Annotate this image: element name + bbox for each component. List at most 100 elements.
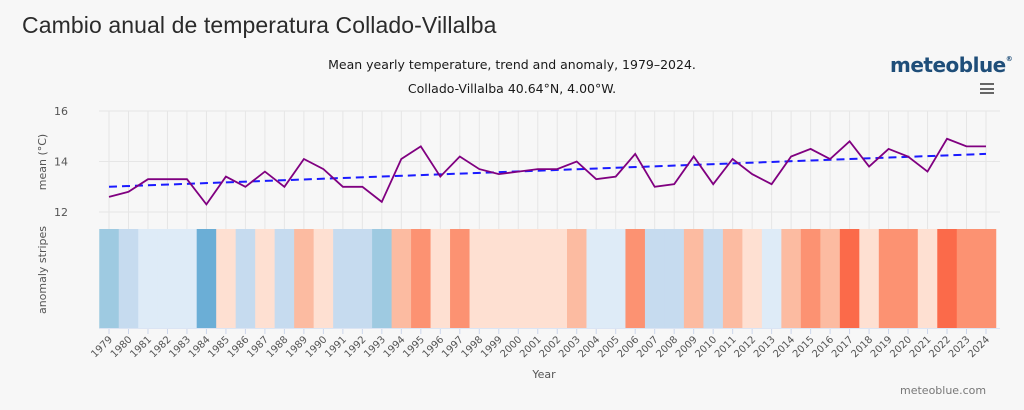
- y-tick-label: 16: [54, 105, 68, 118]
- anomaly-stripe-2011: [722, 229, 743, 328]
- x-tick-label: 2020: [888, 334, 914, 360]
- x-tick-label: 2014: [771, 334, 797, 360]
- grid: [99, 110, 1000, 229]
- anomaly-stripe-2006: [625, 229, 646, 328]
- anomaly-stripe-1992: [352, 229, 373, 328]
- anomaly-stripe-2015: [800, 229, 821, 328]
- x-tick-label: 2016: [810, 334, 836, 360]
- x-tick-label: 1984: [187, 334, 213, 360]
- stripes-axis-label: anomaly stripes: [36, 226, 49, 314]
- y-tick-label: 14: [54, 156, 68, 169]
- anomaly-stripe-2005: [605, 229, 626, 328]
- anomaly-stripe-2023: [956, 229, 977, 328]
- anomaly-stripe-2021: [917, 229, 938, 328]
- anomaly-stripe-2008: [664, 229, 685, 328]
- anomaly-stripe-2009: [683, 229, 704, 328]
- anomaly-stripe-2017: [839, 229, 860, 328]
- mean-temperature-line: [108, 137, 986, 206]
- x-tick-label: 1998: [460, 334, 486, 360]
- chart-subtitle: Collado-Villalba 40.64°N, 4.00°W.: [407, 81, 617, 96]
- anomaly-stripe-2012: [742, 229, 763, 328]
- chart-title: Mean yearly temperature, trend and anoma…: [328, 57, 696, 72]
- anomaly-stripe-2022: [937, 229, 958, 328]
- x-tick-label: 1997: [440, 334, 466, 360]
- x-tick-label: 1991: [323, 334, 349, 360]
- anomaly-stripe-1997: [450, 229, 471, 328]
- anomaly-stripe-2002: [547, 229, 568, 328]
- x-tick-label: 2019: [869, 334, 895, 360]
- registered-mark: ®: [1005, 55, 1013, 63]
- y-tick-label: 12: [54, 206, 68, 219]
- x-tick-label: 2015: [791, 334, 817, 360]
- x-tick-label: 1982: [148, 334, 174, 360]
- anomaly-stripe-1981: [138, 229, 159, 328]
- anomaly-stripe-1983: [177, 229, 198, 328]
- anomaly-stripe-1998: [469, 229, 490, 328]
- x-tick-label: 2006: [616, 334, 642, 360]
- x-tick-label: 2012: [732, 334, 758, 360]
- x-tick-label: 2017: [830, 334, 856, 360]
- x-tick-label: 2018: [849, 334, 875, 360]
- x-tick-label: 2007: [635, 334, 661, 360]
- meteoblue-logo[interactable]: meteoblue®: [890, 53, 1013, 77]
- x-tick-label: 1996: [421, 334, 447, 360]
- hamburger-menu-icon[interactable]: [980, 83, 994, 95]
- anomaly-stripe-2007: [644, 229, 665, 328]
- x-tick-label: 1993: [362, 334, 388, 360]
- x-tick-label: 1994: [382, 334, 408, 360]
- credit-link[interactable]: meteoblue.com: [900, 384, 987, 397]
- x-tick-label: 1992: [343, 334, 369, 360]
- y-axis-label: mean (°C): [36, 134, 49, 190]
- anomaly-stripe-1986: [235, 229, 256, 328]
- x-tick-label: 2011: [713, 334, 739, 360]
- x-tick-label: 1987: [245, 334, 271, 360]
- anomaly-stripe-2018: [859, 229, 880, 328]
- x-tick-label: 1979: [89, 334, 115, 360]
- anomaly-stripe-1996: [430, 229, 451, 328]
- anomaly-stripe-2000: [508, 229, 529, 328]
- x-tick-label: 2013: [752, 334, 778, 360]
- x-tick-label: 2024: [966, 334, 992, 360]
- x-tick-label: 2002: [538, 334, 564, 360]
- x-tick-label: 2023: [947, 334, 973, 360]
- anomaly-stripe-1982: [157, 229, 178, 328]
- anomaly-stripe-1984: [196, 229, 217, 328]
- x-tick-label: 2008: [655, 334, 681, 360]
- anomaly-stripe-2001: [528, 229, 548, 328]
- anomaly-stripe-2024: [976, 229, 997, 328]
- x-tick-label: 1985: [206, 334, 232, 360]
- anomaly-stripes: [99, 229, 997, 328]
- x-tick-label: 1988: [265, 334, 291, 360]
- x-tick-label: 2010: [694, 334, 720, 360]
- x-tick-label: 1980: [109, 334, 135, 360]
- anomaly-stripe-2004: [586, 229, 607, 328]
- anomaly-stripe-2010: [703, 229, 724, 328]
- anomaly-stripe-1995: [411, 229, 432, 328]
- anomaly-stripe-2014: [781, 229, 802, 328]
- page-title: Cambio anual de temperatura Collado-Vill…: [22, 12, 497, 38]
- x-tick-label: 2001: [518, 334, 544, 360]
- x-tick-label: 1999: [479, 334, 505, 360]
- anomaly-stripe-2003: [566, 229, 587, 328]
- anomaly-stripe-1991: [333, 229, 354, 328]
- anomaly-stripe-2013: [761, 229, 782, 328]
- anomaly-stripe-1989: [294, 229, 315, 328]
- anomaly-stripe-1987: [255, 229, 276, 328]
- x-tick-label: 2022: [927, 334, 953, 360]
- anomaly-stripe-2016: [820, 229, 841, 328]
- x-tick-label: 1986: [226, 334, 252, 360]
- anomaly-stripe-1993: [372, 229, 393, 328]
- x-axis-ticks: 1979198019811982198319841985198619871988…: [89, 328, 992, 360]
- anomaly-stripe-1980: [118, 229, 139, 328]
- x-tick-label: 2000: [499, 334, 525, 360]
- anomaly-stripe-1988: [274, 229, 295, 328]
- x-tick-label: 1989: [284, 334, 310, 360]
- anomaly-stripe-1994: [391, 229, 412, 328]
- x-tick-label: 1995: [401, 334, 427, 360]
- logo-text: meteoblue: [890, 53, 1006, 77]
- anomaly-stripe-2019: [878, 229, 899, 328]
- y-axis-ticks: 12 14 16: [54, 105, 68, 219]
- x-axis-label: Year: [531, 368, 556, 381]
- anomaly-stripe-1990: [313, 229, 334, 328]
